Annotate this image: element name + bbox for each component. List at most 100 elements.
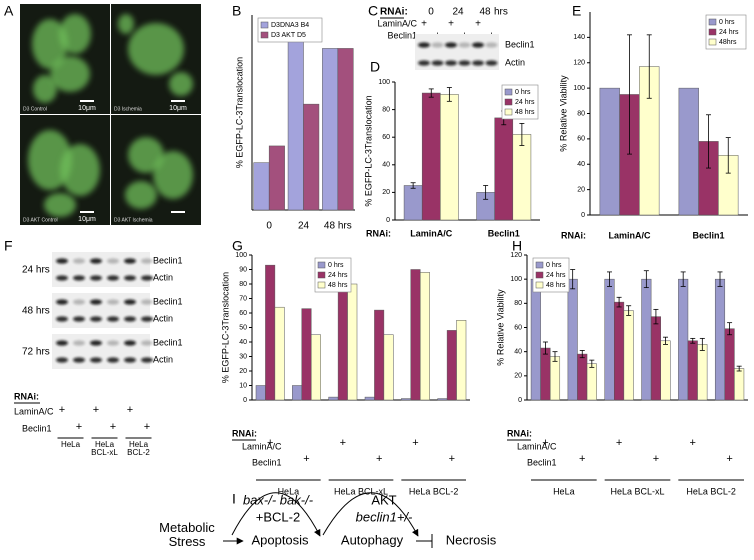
bar (274, 306, 285, 401)
y-tick-label: 80 (514, 300, 522, 307)
diagram-node: Apoptosis (251, 532, 309, 547)
bar (567, 278, 578, 401)
cell (59, 14, 91, 54)
blot-band (458, 42, 471, 48)
panel-label: D (370, 59, 380, 75)
legend-label: 0 hrs (719, 19, 735, 26)
rnai-row-label: Beclin1 (22, 423, 52, 433)
legend-label: 48 hrs (328, 282, 348, 289)
panel-label: G (232, 238, 243, 254)
bar (586, 363, 597, 401)
bar (530, 278, 541, 401)
bar (623, 310, 634, 401)
blot-band (107, 340, 119, 346)
y-tick-label: 0 (243, 397, 247, 404)
legend-box (257, 17, 323, 43)
blot-band (141, 258, 153, 264)
blot-band (124, 357, 136, 363)
bar (401, 398, 412, 401)
bar (303, 103, 320, 211)
legend-swatch (504, 98, 513, 106)
cell (128, 23, 184, 75)
bar (614, 301, 625, 401)
bar (383, 334, 394, 401)
bar (440, 94, 459, 221)
blot-band (56, 357, 68, 363)
time-label: 48 (479, 7, 491, 18)
rnai-row-label: Beclin1 (387, 30, 417, 40)
panel-label: I (232, 491, 236, 507)
scale-label: 10μm (78, 216, 96, 223)
time-unit: hrs (494, 7, 508, 18)
rnai-mark: + (542, 437, 548, 449)
legend-label: 24 hrs (719, 29, 739, 36)
bar (421, 92, 441, 221)
rnai-mark: + (267, 437, 273, 449)
diagram-node: Metabolic Stress (159, 520, 215, 549)
blot-band (90, 340, 102, 346)
image-caption: D3 Ischemia (114, 106, 142, 112)
bar (599, 87, 620, 216)
legend-swatch (708, 38, 717, 46)
bar (292, 385, 303, 401)
blot-band (107, 357, 119, 363)
bar (255, 385, 266, 401)
blot-band (73, 258, 85, 264)
band-label: Beclin1 (505, 39, 535, 49)
y-tick-label: 120 (510, 252, 522, 259)
blot-band (472, 60, 484, 66)
y-tick-label: 40 (239, 339, 247, 346)
bar (650, 316, 661, 401)
band-label: Actin (153, 354, 173, 364)
cell (60, 144, 100, 196)
rnai-mark: + (690, 437, 696, 449)
blot-band (141, 357, 153, 363)
bar (641, 278, 652, 401)
cell (32, 19, 68, 69)
time-label: 24 hrs (22, 265, 50, 276)
blot (52, 252, 150, 287)
legend-label: 48 hrs (546, 282, 566, 289)
cell (118, 14, 134, 34)
bar (287, 39, 304, 211)
y-tick-label: 40 (514, 349, 522, 356)
band-label: Beclin1 (153, 296, 183, 306)
y-tick-label: 100 (510, 276, 522, 283)
diagram-node: Necrosis (446, 532, 497, 547)
bar (577, 353, 588, 401)
bar (374, 309, 385, 401)
rnai-label: RNAi: (14, 391, 39, 401)
blot-band (107, 275, 119, 281)
rnai-mark: + (144, 421, 150, 433)
rnai-mark: + (449, 453, 455, 465)
legend-label: 0 hrs (515, 89, 531, 96)
edge-label: AKT (371, 492, 396, 507)
x-tick-label: Beclin1 (692, 230, 724, 240)
blot (52, 293, 150, 328)
bar (403, 185, 423, 221)
bar (301, 308, 312, 401)
legend-swatch (260, 31, 269, 39)
x-tick-label: LaminA/C (608, 230, 651, 240)
rnai-mark: + (475, 19, 481, 30)
legend-swatch (708, 28, 717, 36)
legend-swatch (708, 18, 717, 26)
rnai-row-label: LaminA/C (517, 441, 557, 451)
cell (169, 72, 193, 96)
blot-band (90, 357, 102, 363)
rnai-mark: + (127, 404, 133, 416)
band-label: Actin (153, 272, 173, 282)
y-tick-label: 140 (573, 34, 585, 41)
blot-band (445, 60, 457, 66)
blot-band (124, 275, 136, 281)
rnai-mark: + (76, 421, 82, 433)
blot-band (485, 60, 498, 66)
bar (724, 328, 735, 401)
rnai-mark: + (616, 437, 622, 449)
edge-label: beclin1+/- (356, 509, 413, 524)
y-tick-label: 40 (382, 162, 390, 169)
bar (540, 347, 551, 401)
bar (337, 48, 354, 211)
bar (494, 117, 514, 221)
y-tick-label: 70 (239, 295, 247, 302)
